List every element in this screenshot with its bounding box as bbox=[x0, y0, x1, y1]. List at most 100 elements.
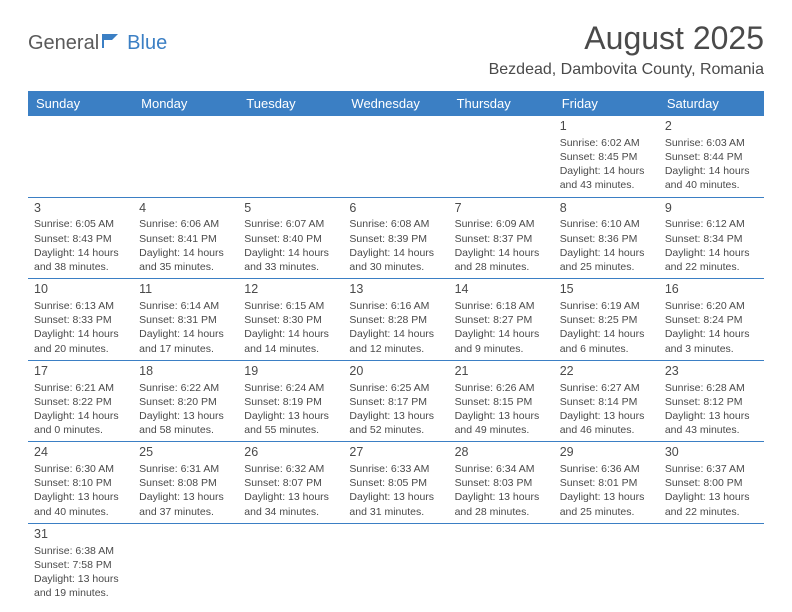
daylight-text: and 25 minutes. bbox=[560, 505, 653, 519]
dow-sunday: Sunday bbox=[28, 91, 133, 116]
day-number: 29 bbox=[560, 444, 653, 461]
calendar-table: Sunday Monday Tuesday Wednesday Thursday… bbox=[28, 91, 764, 604]
calendar-cell: 28Sunrise: 6:34 AMSunset: 8:03 PMDayligh… bbox=[449, 442, 554, 524]
sunrise-text: Sunrise: 6:37 AM bbox=[665, 462, 758, 476]
sunset-text: Sunset: 8:28 PM bbox=[349, 313, 442, 327]
day-number: 18 bbox=[139, 363, 232, 380]
calendar-cell: 12Sunrise: 6:15 AMSunset: 8:30 PMDayligh… bbox=[238, 279, 343, 361]
sunset-text: Sunset: 8:12 PM bbox=[665, 395, 758, 409]
sunset-text: Sunset: 8:17 PM bbox=[349, 395, 442, 409]
daylight-text: and 6 minutes. bbox=[560, 342, 653, 356]
daylight-text: and 55 minutes. bbox=[244, 423, 337, 437]
day-number: 22 bbox=[560, 363, 653, 380]
daylight-text: Daylight: 14 hours bbox=[34, 246, 127, 260]
daylight-text: Daylight: 13 hours bbox=[665, 409, 758, 423]
daylight-text: and 3 minutes. bbox=[665, 342, 758, 356]
calendar-cell bbox=[133, 116, 238, 197]
calendar-cell: 16Sunrise: 6:20 AMSunset: 8:24 PMDayligh… bbox=[659, 279, 764, 361]
daylight-text: and 43 minutes. bbox=[560, 178, 653, 192]
daylight-text: Daylight: 14 hours bbox=[349, 327, 442, 341]
daylight-text: Daylight: 14 hours bbox=[560, 164, 653, 178]
daylight-text: Daylight: 13 hours bbox=[139, 409, 232, 423]
daylight-text: Daylight: 13 hours bbox=[34, 490, 127, 504]
sunrise-text: Sunrise: 6:22 AM bbox=[139, 381, 232, 395]
calendar-cell: 4Sunrise: 6:06 AMSunset: 8:41 PMDaylight… bbox=[133, 197, 238, 279]
daylight-text: and 52 minutes. bbox=[349, 423, 442, 437]
logo: General Blue bbox=[28, 32, 167, 55]
daylight-text: and 17 minutes. bbox=[139, 342, 232, 356]
calendar-cell bbox=[554, 523, 659, 604]
calendar-week-row: 1Sunrise: 6:02 AMSunset: 8:45 PMDaylight… bbox=[28, 116, 764, 197]
sunrise-text: Sunrise: 6:24 AM bbox=[244, 381, 337, 395]
daylight-text: Daylight: 14 hours bbox=[560, 246, 653, 260]
sunrise-text: Sunrise: 6:36 AM bbox=[560, 462, 653, 476]
calendar-cell: 13Sunrise: 6:16 AMSunset: 8:28 PMDayligh… bbox=[343, 279, 448, 361]
sunset-text: Sunset: 8:15 PM bbox=[455, 395, 548, 409]
calendar-cell: 21Sunrise: 6:26 AMSunset: 8:15 PMDayligh… bbox=[449, 360, 554, 442]
sunrise-text: Sunrise: 6:06 AM bbox=[139, 217, 232, 231]
daylight-text: Daylight: 13 hours bbox=[455, 490, 548, 504]
daylight-text: Daylight: 13 hours bbox=[665, 490, 758, 504]
daylight-text: Daylight: 14 hours bbox=[34, 409, 127, 423]
sunrise-text: Sunrise: 6:33 AM bbox=[349, 462, 442, 476]
calendar-week-row: 24Sunrise: 6:30 AMSunset: 8:10 PMDayligh… bbox=[28, 442, 764, 524]
calendar-cell: 29Sunrise: 6:36 AMSunset: 8:01 PMDayligh… bbox=[554, 442, 659, 524]
logo-text-blue: Blue bbox=[127, 32, 167, 55]
calendar-cell: 31Sunrise: 6:38 AMSunset: 7:58 PMDayligh… bbox=[28, 523, 133, 604]
sunset-text: Sunset: 8:37 PM bbox=[455, 232, 548, 246]
daylight-text: and 20 minutes. bbox=[34, 342, 127, 356]
calendar-cell bbox=[343, 523, 448, 604]
sunset-text: Sunset: 8:36 PM bbox=[560, 232, 653, 246]
sunrise-text: Sunrise: 6:08 AM bbox=[349, 217, 442, 231]
sunset-text: Sunset: 8:03 PM bbox=[455, 476, 548, 490]
calendar-cell: 9Sunrise: 6:12 AMSunset: 8:34 PMDaylight… bbox=[659, 197, 764, 279]
day-number: 27 bbox=[349, 444, 442, 461]
day-number: 5 bbox=[244, 200, 337, 217]
daylight-text: Daylight: 14 hours bbox=[139, 327, 232, 341]
sunset-text: Sunset: 8:01 PM bbox=[560, 476, 653, 490]
daylight-text: Daylight: 14 hours bbox=[244, 327, 337, 341]
calendar-cell: 18Sunrise: 6:22 AMSunset: 8:20 PMDayligh… bbox=[133, 360, 238, 442]
calendar-cell bbox=[238, 523, 343, 604]
day-number: 9 bbox=[665, 200, 758, 217]
sunrise-text: Sunrise: 6:16 AM bbox=[349, 299, 442, 313]
day-number: 19 bbox=[244, 363, 337, 380]
title-block: August 2025 Bezdead, Dambovita County, R… bbox=[489, 20, 764, 79]
daylight-text: and 38 minutes. bbox=[34, 260, 127, 274]
daylight-text: and 46 minutes. bbox=[560, 423, 653, 437]
day-number: 2 bbox=[665, 118, 758, 135]
daylight-text: Daylight: 13 hours bbox=[349, 409, 442, 423]
page-header: General Blue August 2025 Bezdead, Dambov… bbox=[0, 0, 792, 87]
daylight-text: and 40 minutes. bbox=[665, 178, 758, 192]
day-number: 7 bbox=[455, 200, 548, 217]
daylight-text: Daylight: 14 hours bbox=[244, 246, 337, 260]
day-number: 11 bbox=[139, 281, 232, 298]
sunrise-text: Sunrise: 6:19 AM bbox=[560, 299, 653, 313]
calendar-cell: 17Sunrise: 6:21 AMSunset: 8:22 PMDayligh… bbox=[28, 360, 133, 442]
sunset-text: Sunset: 8:05 PM bbox=[349, 476, 442, 490]
daylight-text: Daylight: 13 hours bbox=[34, 572, 127, 586]
daylight-text: Daylight: 13 hours bbox=[139, 490, 232, 504]
dow-thursday: Thursday bbox=[449, 91, 554, 116]
sunrise-text: Sunrise: 6:27 AM bbox=[560, 381, 653, 395]
sunrise-text: Sunrise: 6:32 AM bbox=[244, 462, 337, 476]
calendar-cell: 2Sunrise: 6:03 AMSunset: 8:44 PMDaylight… bbox=[659, 116, 764, 197]
sunset-text: Sunset: 8:45 PM bbox=[560, 150, 653, 164]
day-number: 16 bbox=[665, 281, 758, 298]
day-number: 20 bbox=[349, 363, 442, 380]
sunrise-text: Sunrise: 6:21 AM bbox=[34, 381, 127, 395]
calendar-cell: 14Sunrise: 6:18 AMSunset: 8:27 PMDayligh… bbox=[449, 279, 554, 361]
day-number: 25 bbox=[139, 444, 232, 461]
daylight-text: and 34 minutes. bbox=[244, 505, 337, 519]
sunrise-text: Sunrise: 6:12 AM bbox=[665, 217, 758, 231]
daylight-text: Daylight: 13 hours bbox=[244, 490, 337, 504]
daylight-text: and 22 minutes. bbox=[665, 260, 758, 274]
daylight-text: Daylight: 14 hours bbox=[665, 164, 758, 178]
daylight-text: and 28 minutes. bbox=[455, 505, 548, 519]
daylight-text: and 43 minutes. bbox=[665, 423, 758, 437]
daylight-text: and 22 minutes. bbox=[665, 505, 758, 519]
sunset-text: Sunset: 8:25 PM bbox=[560, 313, 653, 327]
sunset-text: Sunset: 8:27 PM bbox=[455, 313, 548, 327]
daylight-text: and 0 minutes. bbox=[34, 423, 127, 437]
calendar-week-row: 31Sunrise: 6:38 AMSunset: 7:58 PMDayligh… bbox=[28, 523, 764, 604]
